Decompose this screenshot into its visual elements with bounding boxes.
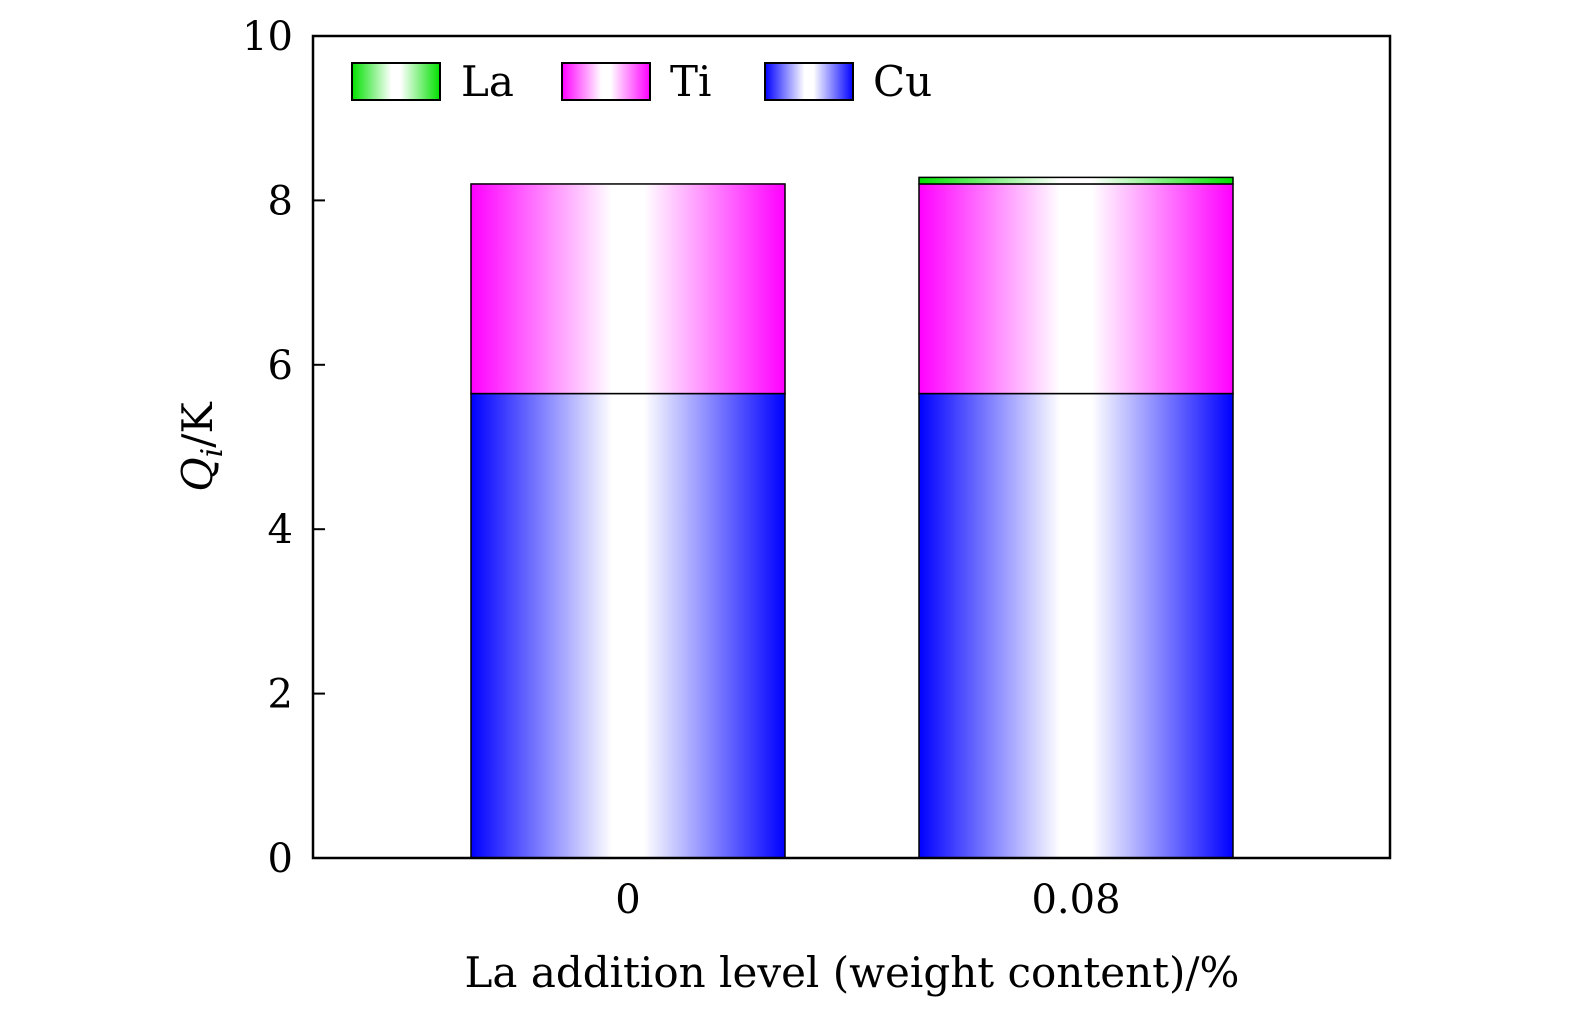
y-tick-label: 8 xyxy=(268,178,293,224)
y-tick-label: 2 xyxy=(268,672,293,718)
bars-group: 0 0.08 xyxy=(470,176,1234,923)
y-tick-label: 6 xyxy=(268,343,293,389)
bar-ti-1 xyxy=(918,183,1234,395)
bar-ti-0 xyxy=(470,183,786,395)
x-axis-title: La addition level (weight content)/% xyxy=(465,948,1240,997)
legend-label-cu: Cu xyxy=(873,57,932,106)
y-axis-symbol: Q xyxy=(173,457,222,491)
y-axis-unit: /K xyxy=(173,401,222,448)
axes-group: 0 2 4 6 8 10 xyxy=(242,14,1392,882)
plot-frame xyxy=(311,34,1392,860)
svg-text:Qi/K: Qi/K xyxy=(173,401,230,492)
bar-cu-0 xyxy=(470,392,786,859)
y-tick-label: 10 xyxy=(242,14,293,60)
x-tick-label: 0.08 xyxy=(1031,877,1120,923)
y-tick-label: 0 xyxy=(268,836,293,882)
y-tick-label: 4 xyxy=(268,507,293,553)
bar-cu-1 xyxy=(918,392,1234,859)
legend-swatch-ti xyxy=(561,62,651,101)
legend: La Ti Cu xyxy=(351,57,932,106)
y-axis-title: Qi/K xyxy=(173,401,230,492)
legend-label-la: La xyxy=(461,57,514,106)
y-axis-subscript: i xyxy=(195,448,230,458)
legend-swatch-cu xyxy=(764,62,854,101)
x-tick-label: 0 xyxy=(615,877,640,923)
bar-la-1 xyxy=(918,176,1234,185)
legend-label-ti: Ti xyxy=(670,57,711,106)
legend-swatch-la xyxy=(351,62,441,101)
